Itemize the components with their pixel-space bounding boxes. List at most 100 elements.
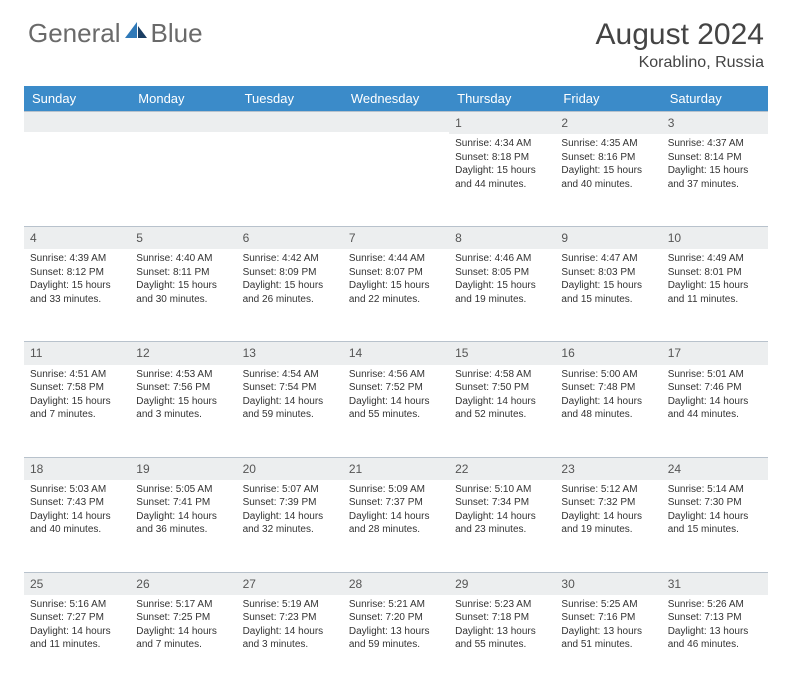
day-cell-body: Sunrise: 5:00 AMSunset: 7:48 PMDaylight:… — [555, 365, 661, 457]
day-cell-num: 6 — [237, 226, 343, 249]
daylight-text: Daylight: 15 hours and 19 minutes. — [455, 279, 549, 306]
calendar-head: SundayMondayTuesdayWednesdayThursdayFrid… — [24, 86, 768, 111]
day-body: Sunrise: 4:51 AMSunset: 7:58 PMDaylight:… — [24, 365, 130, 428]
day-cell-body: Sunrise: 4:56 AMSunset: 7:52 PMDaylight:… — [343, 365, 449, 457]
day-cell-body: Sunrise: 4:53 AMSunset: 7:56 PMDaylight:… — [130, 365, 236, 457]
daylight-text: Daylight: 14 hours and 59 minutes. — [243, 395, 337, 422]
daylight-text: Daylight: 14 hours and 44 minutes. — [668, 395, 762, 422]
sunrise-text: Sunrise: 4:35 AM — [561, 137, 655, 151]
day-cell-body: Sunrise: 4:42 AMSunset: 8:09 PMDaylight:… — [237, 249, 343, 341]
sunrise-text: Sunrise: 5:12 AM — [561, 483, 655, 497]
day-number: 12 — [130, 341, 236, 364]
day-body: Sunrise: 4:58 AMSunset: 7:50 PMDaylight:… — [449, 365, 555, 428]
calendar-table: SundayMondayTuesdayWednesdayThursdayFrid… — [24, 86, 768, 687]
day-cell-num: 24 — [662, 457, 768, 480]
day-body: Sunrise: 5:05 AMSunset: 7:41 PMDaylight:… — [130, 480, 236, 543]
daylight-text: Daylight: 15 hours and 40 minutes. — [561, 164, 655, 191]
week-daynum-row: 25262728293031 — [24, 572, 768, 595]
day-body: Sunrise: 5:03 AMSunset: 7:43 PMDaylight:… — [24, 480, 130, 543]
day-body: Sunrise: 5:17 AMSunset: 7:25 PMDaylight:… — [130, 595, 236, 658]
day-cell-body: Sunrise: 5:10 AMSunset: 7:34 PMDaylight:… — [449, 480, 555, 572]
sunrise-text: Sunrise: 5:01 AM — [668, 368, 762, 382]
empty-cell — [237, 111, 343, 134]
title-block: August 2024 Korablino, Russia — [596, 18, 764, 72]
day-body: Sunrise: 4:56 AMSunset: 7:52 PMDaylight:… — [343, 365, 449, 428]
day-body: Sunrise: 5:21 AMSunset: 7:20 PMDaylight:… — [343, 595, 449, 658]
daylight-text: Daylight: 14 hours and 15 minutes. — [668, 510, 762, 537]
sunset-text: Sunset: 8:18 PM — [455, 151, 549, 165]
sunrise-text: Sunrise: 5:25 AM — [561, 598, 655, 612]
day-number: 27 — [237, 572, 343, 595]
day-body: Sunrise: 5:07 AMSunset: 7:39 PMDaylight:… — [237, 480, 343, 543]
day-cell-body: Sunrise: 5:25 AMSunset: 7:16 PMDaylight:… — [555, 595, 661, 687]
weekday-header: Wednesday — [343, 86, 449, 111]
logo-text-1: General — [28, 18, 121, 49]
day-cell-body: Sunrise: 5:09 AMSunset: 7:37 PMDaylight:… — [343, 480, 449, 572]
sunrise-text: Sunrise: 5:21 AM — [349, 598, 443, 612]
sunrise-text: Sunrise: 5:09 AM — [349, 483, 443, 497]
sunrise-text: Sunrise: 5:14 AM — [668, 483, 762, 497]
sunset-text: Sunset: 7:56 PM — [136, 381, 230, 395]
empty-cell — [130, 134, 236, 226]
daylight-text: Daylight: 15 hours and 7 minutes. — [30, 395, 124, 422]
day-body: Sunrise: 5:01 AMSunset: 7:46 PMDaylight:… — [662, 365, 768, 428]
day-number: 13 — [237, 341, 343, 364]
day-number: 28 — [343, 572, 449, 595]
daylight-text: Daylight: 14 hours and 7 minutes. — [136, 625, 230, 652]
day-number: 22 — [449, 457, 555, 480]
sunset-text: Sunset: 8:11 PM — [136, 266, 230, 280]
header: General Blue August 2024 Korablino, Russ… — [0, 0, 792, 78]
day-cell-num: 25 — [24, 572, 130, 595]
day-number: 1 — [449, 111, 555, 134]
day-cell-body: Sunrise: 5:16 AMSunset: 7:27 PMDaylight:… — [24, 595, 130, 687]
sunrise-text: Sunrise: 4:46 AM — [455, 252, 549, 266]
day-cell-body: Sunrise: 5:14 AMSunset: 7:30 PMDaylight:… — [662, 480, 768, 572]
day-cell-num: 3 — [662, 111, 768, 134]
week-daynum-row: 11121314151617 — [24, 341, 768, 364]
daylight-text: Daylight: 15 hours and 44 minutes. — [455, 164, 549, 191]
sunset-text: Sunset: 7:48 PM — [561, 381, 655, 395]
empty-day — [343, 111, 449, 132]
day-body: Sunrise: 4:53 AMSunset: 7:56 PMDaylight:… — [130, 365, 236, 428]
day-cell-num: 11 — [24, 341, 130, 364]
daylight-text: Daylight: 14 hours and 28 minutes. — [349, 510, 443, 537]
empty-cell — [237, 134, 343, 226]
logo-text-2: Blue — [151, 18, 203, 49]
day-cell-num: 27 — [237, 572, 343, 595]
day-body: Sunrise: 5:14 AMSunset: 7:30 PMDaylight:… — [662, 480, 768, 543]
day-cell-body: Sunrise: 5:03 AMSunset: 7:43 PMDaylight:… — [24, 480, 130, 572]
daylight-text: Daylight: 15 hours and 22 minutes. — [349, 279, 443, 306]
daylight-text: Daylight: 15 hours and 33 minutes. — [30, 279, 124, 306]
day-number: 9 — [555, 226, 661, 249]
sunrise-text: Sunrise: 5:07 AM — [243, 483, 337, 497]
daylight-text: Daylight: 14 hours and 23 minutes. — [455, 510, 549, 537]
week-body-row: Sunrise: 4:34 AMSunset: 8:18 PMDaylight:… — [24, 134, 768, 226]
day-body: Sunrise: 4:39 AMSunset: 8:12 PMDaylight:… — [24, 249, 130, 312]
day-number: 26 — [130, 572, 236, 595]
day-cell-body: Sunrise: 5:01 AMSunset: 7:46 PMDaylight:… — [662, 365, 768, 457]
sunset-text: Sunset: 7:27 PM — [30, 611, 124, 625]
sunrise-text: Sunrise: 5:10 AM — [455, 483, 549, 497]
day-body: Sunrise: 4:40 AMSunset: 8:11 PMDaylight:… — [130, 249, 236, 312]
day-cell-body: Sunrise: 5:26 AMSunset: 7:13 PMDaylight:… — [662, 595, 768, 687]
day-body: Sunrise: 4:34 AMSunset: 8:18 PMDaylight:… — [449, 134, 555, 197]
day-number: 29 — [449, 572, 555, 595]
day-number: 31 — [662, 572, 768, 595]
logo: General Blue — [28, 18, 203, 49]
day-number: 17 — [662, 341, 768, 364]
sunset-text: Sunset: 7:43 PM — [30, 496, 124, 510]
daylight-text: Daylight: 14 hours and 40 minutes. — [30, 510, 124, 537]
weekday-header: Friday — [555, 86, 661, 111]
sunset-text: Sunset: 7:37 PM — [349, 496, 443, 510]
sunrise-text: Sunrise: 4:40 AM — [136, 252, 230, 266]
day-cell-body: Sunrise: 4:40 AMSunset: 8:11 PMDaylight:… — [130, 249, 236, 341]
day-number: 3 — [662, 111, 768, 134]
daylight-text: Daylight: 13 hours and 55 minutes. — [455, 625, 549, 652]
sunset-text: Sunset: 7:20 PM — [349, 611, 443, 625]
day-number: 21 — [343, 457, 449, 480]
empty-day — [237, 111, 343, 132]
week-daynum-row: 18192021222324 — [24, 457, 768, 480]
day-cell-body: Sunrise: 4:51 AMSunset: 7:58 PMDaylight:… — [24, 365, 130, 457]
day-body: Sunrise: 4:44 AMSunset: 8:07 PMDaylight:… — [343, 249, 449, 312]
weekday-header: Saturday — [662, 86, 768, 111]
